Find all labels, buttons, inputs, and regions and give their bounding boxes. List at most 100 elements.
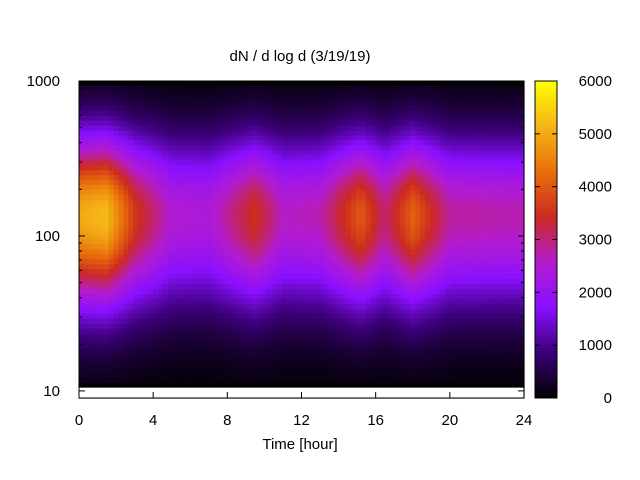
heatmap-cell	[464, 160, 471, 166]
heatmap-cell	[286, 348, 293, 355]
heatmap-cell	[247, 155, 253, 161]
heatmap-cell	[281, 100, 288, 107]
heatmap-cell	[435, 224, 441, 231]
heatmap-cell	[143, 298, 149, 305]
heatmap-cell	[410, 219, 416, 226]
heatmap-cell	[128, 189, 134, 196]
heatmap-cell	[365, 209, 372, 216]
heatmap-cell	[375, 328, 382, 335]
heatmap-cell	[93, 264, 100, 270]
heatmap-cell	[207, 284, 214, 290]
heatmap-cell	[331, 204, 337, 211]
heatmap-cell	[158, 323, 164, 330]
heatmap-cell	[168, 303, 174, 310]
heatmap-cell	[98, 333, 105, 340]
heatmap-cell	[479, 81, 486, 87]
heatmap-cell	[509, 259, 515, 265]
heatmap-cell	[479, 269, 486, 275]
heatmap-cell	[153, 125, 159, 132]
heatmap-cell	[365, 214, 372, 221]
heatmap-cell	[177, 234, 184, 241]
heatmap-cell	[222, 204, 228, 211]
heatmap-cell	[459, 194, 466, 201]
heatmap-cell	[484, 199, 490, 206]
heatmap-cell	[509, 318, 515, 325]
heatmap-cell	[346, 125, 352, 132]
heatmap-cell	[311, 160, 317, 166]
heatmap-cell	[212, 229, 219, 236]
heatmap-cell	[98, 115, 105, 122]
heatmap-cell	[499, 313, 505, 320]
heatmap-cell	[133, 145, 139, 151]
heatmap-cell	[247, 298, 253, 305]
heatmap-cell	[133, 130, 139, 137]
heatmap-cell	[306, 298, 312, 305]
heatmap-cell	[326, 239, 332, 246]
heatmap-cell	[316, 90, 322, 97]
heatmap-cell	[365, 85, 372, 92]
heatmap-cell	[296, 214, 303, 221]
heatmap-cell	[177, 204, 184, 211]
heatmap-cell	[207, 308, 214, 315]
heatmap-cell	[311, 333, 317, 340]
heatmap-cell	[237, 254, 243, 260]
heatmap-cell	[281, 120, 288, 127]
heatmap-cell	[360, 348, 367, 355]
heatmap-cell	[395, 95, 401, 102]
heatmap-cell	[484, 234, 490, 241]
heatmap-cell	[311, 303, 317, 310]
heatmap-cell	[222, 259, 228, 265]
heatmap-cell	[232, 150, 238, 156]
heatmap-cell	[257, 95, 263, 102]
heatmap-cell	[153, 81, 159, 87]
heatmap-cell	[336, 194, 342, 201]
heatmap-cell	[163, 313, 169, 320]
heatmap-cell	[336, 298, 342, 305]
heatmap-cell	[454, 209, 461, 216]
heatmap-cell	[514, 239, 520, 246]
heatmap-cell	[217, 189, 223, 196]
heatmap-cell	[449, 323, 456, 330]
heatmap-cell	[113, 185, 120, 191]
heatmap-cell	[375, 110, 382, 117]
heatmap-cell	[227, 313, 233, 320]
heatmap-cell	[192, 284, 199, 290]
heatmap-cell	[301, 155, 308, 161]
heatmap-cell	[365, 259, 372, 265]
heatmap-cell	[271, 229, 278, 236]
heatmap-cell	[459, 289, 466, 295]
heatmap-cell	[306, 264, 312, 270]
heatmap-cell	[232, 95, 238, 102]
heatmap-cell	[390, 264, 397, 270]
heatmap-cell	[128, 259, 134, 265]
heatmap-cell	[489, 269, 495, 275]
heatmap-cell	[217, 224, 223, 231]
heatmap-cell	[296, 313, 303, 320]
heatmap-cell	[286, 100, 293, 107]
heatmap-cell	[350, 204, 357, 211]
heatmap-cell	[439, 338, 446, 345]
heatmap-cell	[509, 194, 515, 201]
heatmap-cell	[266, 155, 273, 161]
heatmap-cell	[93, 110, 100, 117]
heatmap-cell	[301, 105, 308, 112]
heatmap-cell	[113, 293, 120, 300]
heatmap-cell	[395, 85, 401, 92]
heatmap-cell	[108, 343, 115, 350]
heatmap-cell	[148, 259, 154, 265]
heatmap-cell	[350, 313, 357, 320]
heatmap-cell	[390, 90, 397, 97]
heatmap-cell	[415, 110, 421, 117]
heatmap-cell	[439, 160, 446, 166]
heatmap-cell	[459, 175, 466, 181]
heatmap-cell	[192, 274, 199, 280]
heatmap-cell	[118, 85, 125, 92]
heatmap-cell	[187, 100, 194, 107]
heatmap-cell	[261, 313, 268, 320]
heatmap-cell	[474, 199, 481, 206]
heatmap-cell	[331, 264, 337, 270]
heatmap-cell	[350, 239, 357, 246]
heatmap-cell	[266, 353, 273, 359]
heatmap-cell	[113, 338, 120, 345]
heatmap-cell	[350, 175, 357, 181]
